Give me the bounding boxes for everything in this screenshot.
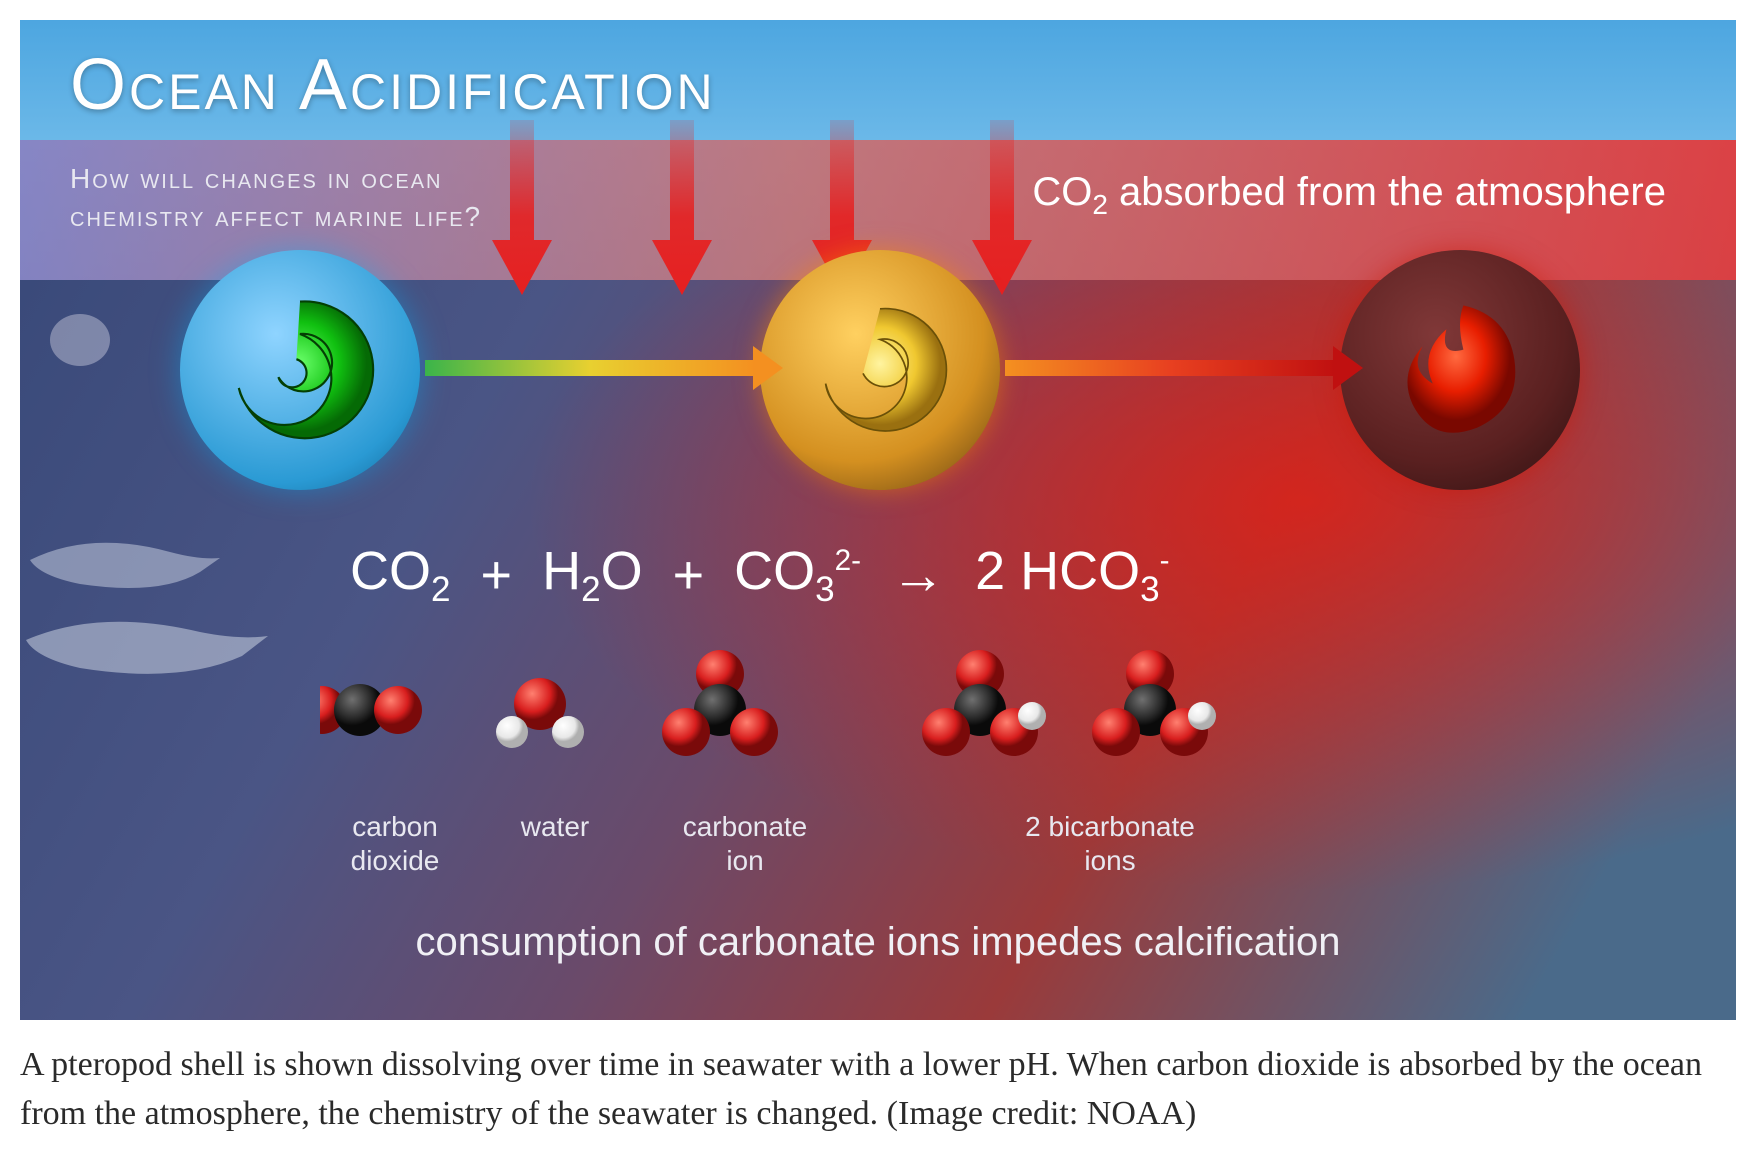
chemical-equation: CO2 + H2O + CO32- → 2 HCO3- [350, 540, 1170, 610]
main-title: Ocean Acidification [70, 44, 716, 126]
plus-sign: + [481, 544, 513, 606]
down-arrow-icon [492, 120, 552, 295]
molecule-co3 [662, 650, 778, 756]
ocean-acidification-infographic: Ocean Acidification How will changes in … [20, 20, 1736, 1020]
molecule-labels-row: carbondioxide water carbonateion 2 bicar… [320, 810, 1370, 877]
down-arrow-icon [972, 120, 1032, 295]
label-co3: carbonateion [640, 810, 850, 877]
pteropod-shell-degrading [760, 250, 1000, 490]
plus-sign: + [673, 544, 705, 606]
co2-text: CO [1032, 170, 1092, 214]
molecule-hco3-2 [1092, 650, 1216, 756]
molecule-co2 [320, 684, 422, 736]
gradient-arrow-2 [1005, 360, 1335, 376]
down-arrow-icon [652, 120, 712, 295]
label-co2: carbondioxide [320, 810, 470, 877]
term-hco3: 2 HCO3- [975, 540, 1169, 610]
fish-icon [26, 622, 268, 674]
molecule-hco3-1 [922, 650, 1046, 756]
term-co3: CO32- [734, 540, 861, 610]
molecule-h2o [496, 678, 584, 748]
label-hco3: 2 bicarbonateions [970, 810, 1250, 877]
shell-icon [1375, 285, 1545, 455]
absorbed-text: absorbed from the atmosphere [1108, 170, 1666, 214]
pteropod-shell-healthy [180, 250, 420, 490]
fish-icon [30, 543, 220, 588]
co2-absorbed-label: CO2 absorbed from the atmosphere [1032, 170, 1666, 221]
down-arrows-group [490, 120, 1040, 300]
shell-icon [210, 280, 390, 460]
reaction-arrow-icon: → [891, 544, 945, 606]
term-co2: CO2 [350, 540, 451, 610]
molecule-models [320, 640, 1370, 800]
subtitle: How will changes in ocean chemistry affe… [70, 160, 482, 236]
figure-caption: A pteropod shell is shown dissolving ove… [20, 1040, 1736, 1139]
subtitle-line1: How will changes in ocean [70, 163, 442, 194]
pteropod-shell-dissolved [1340, 250, 1580, 490]
subtitle-line2: chemistry affect marine life? [70, 201, 482, 232]
co2-sub: 2 [1092, 189, 1108, 220]
label-h2o: water [470, 810, 640, 877]
footer-statement: consumption of carbonate ions impedes ca… [20, 920, 1736, 965]
gradient-arrow-1 [425, 360, 755, 376]
shell-icon [795, 285, 965, 455]
term-h2o: H2O [542, 540, 643, 610]
